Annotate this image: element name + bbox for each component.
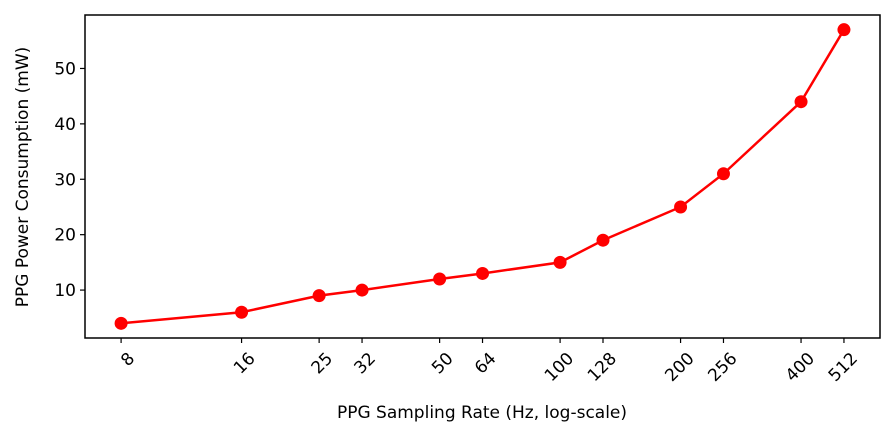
- x-tick-label: 8: [117, 349, 139, 371]
- data-point: [355, 283, 369, 297]
- x-tick-label: 256: [704, 349, 741, 386]
- x-tick-label: 64: [471, 349, 500, 378]
- data-point: [433, 272, 447, 286]
- x-axis: 8 16 25 32 50 64 100 128 200 256 400 512: [117, 338, 862, 386]
- x-tick-label: 16: [230, 349, 259, 378]
- y-tick-label: 50: [54, 59, 76, 79]
- data-point: [596, 233, 610, 247]
- x-tick-label: 100: [541, 349, 578, 386]
- x-tick-label: 200: [661, 349, 698, 386]
- y-tick-label: 20: [54, 226, 76, 246]
- y-tick-label: 30: [54, 170, 76, 190]
- data-point: [837, 23, 851, 37]
- y-axis: 10 20 30 40 50: [54, 59, 85, 301]
- x-tick-label: 25: [308, 349, 337, 378]
- data-point: [476, 266, 490, 280]
- x-tick-label: 512: [825, 349, 862, 386]
- y-tick-label: 40: [54, 115, 76, 135]
- data-point: [235, 305, 249, 319]
- y-axis-label: PPG Power Consumption (mW): [13, 47, 33, 308]
- y-tick-label: 10: [54, 281, 76, 301]
- x-tick-label: 32: [351, 349, 380, 378]
- data-point: [794, 95, 808, 109]
- data-point: [674, 200, 688, 214]
- data-point: [716, 167, 730, 181]
- x-tick-label: 50: [428, 349, 457, 378]
- x-tick-label: 400: [782, 349, 819, 386]
- plot-marks: [114, 23, 851, 330]
- series-line: [120, 29, 846, 325]
- plot-frame: [84, 14, 881, 339]
- data-point: [553, 255, 567, 269]
- data-point: [114, 316, 128, 330]
- data-point: [312, 289, 326, 303]
- x-tick-label: 128: [584, 349, 621, 386]
- x-axis-label: PPG Sampling Rate (Hz, log-scale): [337, 403, 627, 423]
